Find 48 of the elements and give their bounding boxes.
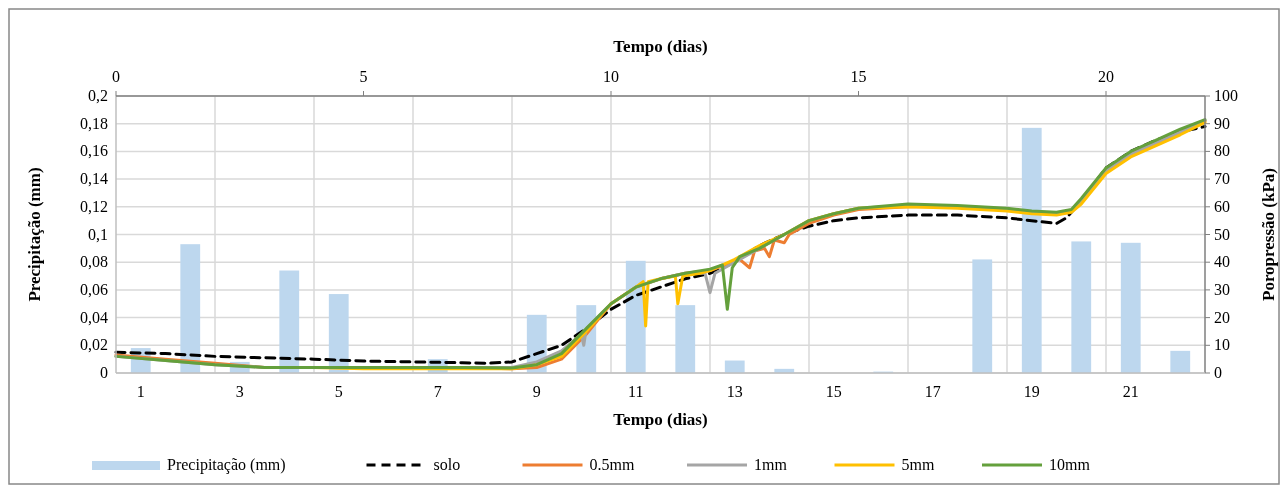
x2-tick-label: 10 bbox=[603, 68, 619, 85]
y2-tick-label: 40 bbox=[1214, 253, 1230, 271]
y-tick-label: 0,02 bbox=[80, 336, 108, 354]
y2-tick-label: 90 bbox=[1214, 114, 1230, 132]
legend-label: 5mm bbox=[901, 456, 935, 473]
y-tick-label: 0,06 bbox=[80, 280, 108, 298]
y2-tick-label: 0 bbox=[1214, 364, 1222, 381]
y-tick-label: 0,1 bbox=[88, 225, 108, 243]
y-tick-label: 0,16 bbox=[80, 142, 108, 160]
y-tick-label: 0,12 bbox=[80, 197, 108, 215]
x-tick-label: 3 bbox=[235, 383, 244, 400]
x2-tick-label: 5 bbox=[359, 68, 368, 85]
legend-label: Precipitação (mm) bbox=[167, 456, 286, 474]
x-tick-label: 15 bbox=[825, 383, 842, 400]
x-tick-label: 11 bbox=[628, 383, 644, 400]
x2-tick-label: 20 bbox=[1098, 68, 1114, 85]
x-tick-label: 13 bbox=[726, 383, 743, 400]
y-tick-label: 0 bbox=[100, 364, 108, 381]
y2-tick-label: 10 bbox=[1214, 336, 1230, 354]
x-tick-label: 1 bbox=[136, 383, 145, 400]
x2-tick-label: 15 bbox=[850, 68, 867, 85]
x2-axis-title: Tempo (dias) bbox=[613, 37, 708, 56]
legend-label: 0.5mm bbox=[589, 456, 635, 473]
x-tick-label: 7 bbox=[433, 383, 442, 400]
y-tick-label: 0,14 bbox=[80, 170, 108, 188]
legend-label: 1mm bbox=[754, 456, 788, 473]
y2-tick-label: 100 bbox=[1214, 87, 1238, 104]
x-tick-label: 19 bbox=[1023, 383, 1040, 400]
y-axis-title: Precipitação (mm) bbox=[25, 167, 44, 302]
y2-axis-title: Poropressão (kPa) bbox=[1259, 167, 1278, 302]
y2-tick-label: 60 bbox=[1214, 197, 1230, 215]
legend-label: 10mm bbox=[1049, 456, 1091, 473]
y-tick-label: 0,04 bbox=[80, 308, 108, 326]
x-tick-label: 17 bbox=[924, 383, 941, 400]
x2-tick-label: 0 bbox=[112, 68, 120, 85]
y2-tick-label: 50 bbox=[1214, 225, 1230, 243]
x-tick-label: 21 bbox=[1122, 383, 1139, 400]
y2-tick-label: 30 bbox=[1214, 280, 1230, 298]
y-tick-label: 0,08 bbox=[80, 253, 108, 271]
y2-tick-label: 80 bbox=[1214, 142, 1230, 160]
y-tick-label: 0,2 bbox=[88, 87, 108, 104]
x-tick-label: 9 bbox=[532, 383, 541, 400]
y2-tick-label: 20 bbox=[1214, 308, 1230, 326]
x-axis-title: Tempo (dias) bbox=[613, 410, 708, 429]
x-tick-label: 5 bbox=[334, 383, 343, 400]
y-tick-label: 0,18 bbox=[80, 114, 108, 132]
legend-label: solo bbox=[433, 456, 461, 473]
y2-tick-label: 70 bbox=[1214, 170, 1230, 188]
